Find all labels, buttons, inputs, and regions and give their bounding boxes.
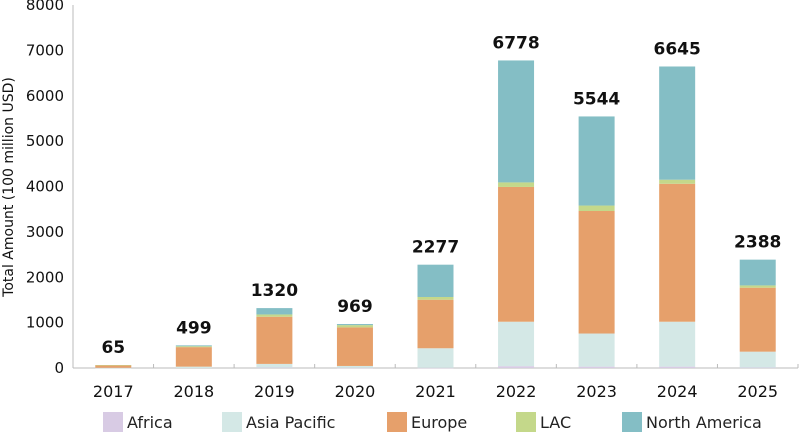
- bar-segment-north-america: [498, 60, 535, 183]
- x-tick-label: 2023: [576, 382, 617, 401]
- bar-segment-europe: [659, 183, 696, 322]
- legend-label: North America: [646, 413, 762, 432]
- total-labels: 65 499 1320 969 2277 6778 5544 6645 2388: [101, 33, 781, 358]
- y-axis-title: Total Amount (100 million USD): [1, 77, 17, 298]
- legend-swatch: [387, 412, 407, 432]
- y-tick-label: 7000: [26, 41, 64, 59]
- bar-segment-europe: [95, 365, 132, 368]
- bar-segment-lac: [336, 325, 373, 328]
- y-tick-label: 2000: [26, 268, 64, 286]
- bar-total-label: 6778: [492, 33, 539, 53]
- bar-segment-lac: [578, 205, 615, 212]
- bar-total-label: 2388: [734, 233, 781, 253]
- x-tick-label: 2017: [93, 382, 134, 401]
- bar-segment-north-america: [417, 264, 454, 297]
- y-tick-label: 3000: [26, 223, 64, 241]
- bar-segment-africa: [498, 366, 535, 368]
- bar-segment-lac: [175, 346, 212, 348]
- bar-segment-north-america: [578, 116, 615, 206]
- bar-total-label: 2277: [412, 238, 459, 258]
- legend-swatch: [103, 412, 123, 432]
- legend-label: Asia Pacific: [246, 413, 335, 432]
- y-tick-label: 1000: [26, 314, 64, 332]
- bar-segment-north-america: [336, 324, 373, 326]
- bar-segment-europe: [175, 347, 212, 367]
- bar-segment-asia-pacific: [417, 348, 454, 368]
- bar-segment-europe: [739, 287, 776, 352]
- bar-segment-africa: [336, 367, 373, 369]
- x-tick-label: 2018: [173, 382, 214, 401]
- x-tick-label: 2019: [254, 382, 295, 401]
- bar-segment-europe: [336, 327, 373, 366]
- legend-label: Africa: [127, 413, 173, 432]
- bar-segment-north-america: [739, 259, 776, 286]
- x-tick-labels: 2017 2018 2019 2020 2021 2022 2023 2024 2025: [93, 382, 778, 401]
- bar-segment-lac: [739, 285, 776, 288]
- bar-segment-asia-pacific: [175, 366, 212, 368]
- y-tick-label: 4000: [26, 178, 64, 196]
- x-separators: [72, 364, 799, 368]
- bar-segment-asia-pacific: [336, 365, 373, 368]
- y-tick-label: 0: [54, 359, 64, 377]
- bar-segment-asia-pacific: [498, 321, 535, 367]
- bar-total-label: 5544: [573, 89, 620, 109]
- legend-label: Europe: [411, 413, 467, 432]
- y-tick-label: 8000: [26, 0, 64, 14]
- legend: Africa Asia Pacific Europe LAC North America: [103, 412, 762, 432]
- bar-total-label: 499: [176, 318, 212, 338]
- bar-segment-north-america: [659, 66, 696, 180]
- legend-item-asia-pacific: Asia Pacific: [222, 412, 335, 432]
- y-tick-label: 5000: [26, 132, 64, 150]
- x-tick-label: 2022: [496, 382, 537, 401]
- y-tick-label: 6000: [26, 87, 64, 105]
- legend-swatch: [516, 412, 536, 432]
- bar-segment-europe: [417, 299, 454, 349]
- bar-total-label: 65: [101, 338, 125, 358]
- x-tick-label: 2025: [737, 382, 778, 401]
- bar-segment-africa: [256, 367, 293, 369]
- legend-item-europe: Europe: [387, 412, 467, 432]
- bar-segment-lac: [498, 182, 535, 187]
- legend-item-africa: Africa: [103, 412, 173, 432]
- bar-total-label: 6645: [654, 39, 701, 59]
- bar-segment-asia-pacific: [659, 321, 696, 367]
- bar-segment-europe: [578, 211, 615, 334]
- legend-swatch: [622, 412, 642, 432]
- legend-item-north-america: North America: [622, 412, 762, 432]
- x-tick-label: 2024: [657, 382, 698, 401]
- y-tick-labels: 0 1000 2000 3000 4000 5000 6000 7000 8000: [26, 0, 64, 377]
- bar-segment-africa: [578, 366, 615, 368]
- legend-item-lac: LAC: [516, 412, 571, 432]
- bar-segment-asia-pacific: [256, 363, 293, 368]
- bar-segment-africa: [739, 367, 776, 369]
- bar-segment-africa: [659, 366, 696, 368]
- bars: [95, 60, 776, 369]
- bar-segment-asia-pacific: [739, 351, 776, 368]
- x-tick-label: 2021: [415, 382, 456, 401]
- bar-segment-lac: [256, 314, 293, 317]
- bar-segment-north-america: [256, 308, 293, 315]
- bar-segment-europe: [256, 316, 293, 364]
- bar-segment-europe: [498, 186, 535, 322]
- bar-total-label: 1320: [251, 281, 298, 301]
- legend-label: LAC: [540, 413, 571, 432]
- bar-segment-asia-pacific: [578, 333, 615, 367]
- bar-segment-lac: [95, 365, 132, 366]
- bar-segment-lac: [417, 296, 454, 300]
- bar-segment-asia-pacific: [95, 367, 132, 369]
- legend-swatch: [222, 412, 242, 432]
- x-tick-label: 2020: [335, 382, 376, 401]
- bar-segment-north-america: [175, 345, 212, 347]
- bar-segment-africa: [417, 367, 454, 369]
- bar-segment-lac: [659, 179, 696, 184]
- bar-total-label: 969: [337, 297, 373, 317]
